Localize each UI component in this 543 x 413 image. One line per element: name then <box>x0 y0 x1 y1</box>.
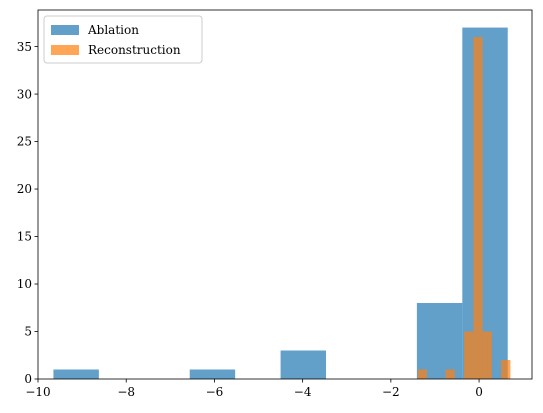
bar-reconstruction-0 <box>417 369 428 379</box>
y-tick-label: 10 <box>17 277 32 291</box>
x-tick-label: −2 <box>382 385 400 399</box>
bar-ablation-9 <box>462 27 508 379</box>
bar-reconstruction-7 <box>482 331 492 379</box>
x-tick-label: −6 <box>206 385 224 399</box>
y-tick-label: 35 <box>17 40 32 54</box>
bar-reconstruction-3 <box>445 369 455 379</box>
legend-box <box>43 15 203 64</box>
x-tick-label: 0 <box>475 385 483 399</box>
bar-reconstruction-9 <box>501 360 511 379</box>
y-tick-label: 30 <box>17 87 32 101</box>
series-reconstruction <box>417 37 511 380</box>
y-tick-label: 15 <box>17 230 32 244</box>
axes-frame <box>37 9 533 380</box>
bar-ablation-5 <box>280 350 327 379</box>
bar-reconstruction-5 <box>464 331 474 379</box>
y-tick-label: 20 <box>17 182 32 196</box>
legend-swatch-ablation <box>51 25 79 35</box>
y-tick-label: 5 <box>24 325 32 339</box>
legend-label-reconstruction: Reconstruction <box>88 43 181 57</box>
series-ablation <box>53 27 508 379</box>
bar-reconstruction-6 <box>473 37 483 380</box>
y-tick-label: 25 <box>17 135 32 149</box>
x-axis: −10 −8 −6 −4 −2 0 <box>25 379 483 399</box>
x-tick-label: −4 <box>294 385 312 399</box>
bars-layer <box>53 27 511 380</box>
x-tick-label: −10 <box>25 385 50 399</box>
legend-label-ablation: Ablation <box>87 23 139 37</box>
bar-ablation-3 <box>189 369 236 379</box>
x-tick-label: −8 <box>117 385 135 399</box>
bar-ablation-0 <box>53 369 99 379</box>
bar-ablation-8 <box>416 303 463 379</box>
legend-swatch-reconstruction <box>51 45 79 55</box>
y-tick-label: 0 <box>24 372 32 386</box>
y-axis: 0 5 10 15 20 25 30 35 <box>17 40 38 386</box>
legend: Ablation Reconstruction <box>43 15 203 64</box>
